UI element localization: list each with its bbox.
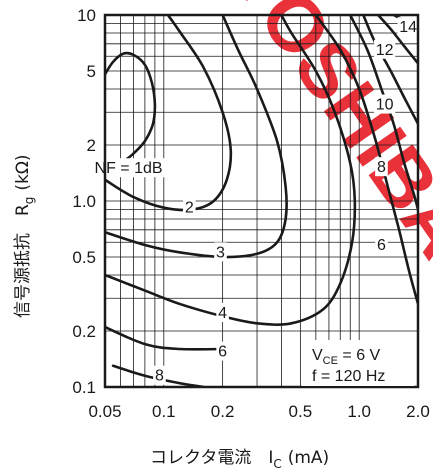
contour-label-backing <box>374 94 396 114</box>
y-tick-label: 0.5 <box>72 248 96 267</box>
nf-contour-curve <box>105 15 288 259</box>
y-tick-label: 2 <box>87 136 96 155</box>
x-tick-label: 0.2 <box>211 402 235 421</box>
x-tick-label: 0.05 <box>88 402 121 421</box>
y-tick-label: 1.0 <box>72 192 96 211</box>
contour-label-backing <box>214 242 227 262</box>
y-tick-label: 5 <box>87 62 96 81</box>
x-tick-label: 0.1 <box>152 402 176 421</box>
x-tick-label: 0.5 <box>289 402 313 421</box>
contour-label: 8 <box>155 368 164 385</box>
y-tick-label: 0.2 <box>72 322 96 341</box>
tick-labels: 0.05 0.1 0.2 0.5 1.0 2.0 0.1 0.2 0.5 1.0 2 5 10 <box>72 6 429 421</box>
contour-label-backing <box>182 197 196 217</box>
contour-label: 3 <box>216 244 225 261</box>
nf-contour-curve <box>362 15 418 126</box>
nf-contour-curve <box>105 325 224 351</box>
contour-label-backing <box>216 341 229 361</box>
contour-label: 4 <box>218 305 227 322</box>
nf-contour-curve <box>376 15 418 65</box>
contour-label-backing <box>375 235 388 255</box>
contour-label-backing <box>374 39 396 59</box>
contour-label-backing <box>153 365 166 385</box>
x-axis-title: コレクタ電流 IC (mA) <box>150 448 329 471</box>
grid <box>105 15 418 387</box>
contour-label: 2 <box>185 200 194 217</box>
y-axis-title: 信号源抵抗 Rg(kΩ) <box>13 154 36 318</box>
x-tick-label: 2.0 <box>406 402 430 421</box>
frequency-condition: f = 120 Hz <box>312 368 385 385</box>
contour-label-backing <box>397 17 419 37</box>
x-tick-label: 1.0 <box>347 402 371 421</box>
contour-label-backing <box>375 157 388 177</box>
y-tick-label: 0.1 <box>72 378 96 397</box>
nf-contour-curve <box>105 15 357 326</box>
contour-label: 10 <box>376 97 394 114</box>
nf-contour-curve <box>348 15 418 211</box>
conditions-box <box>302 340 414 386</box>
y-tick-label: 10 <box>77 6 96 25</box>
nf-contour-curve <box>105 15 233 212</box>
contour-label: 12 <box>376 42 394 59</box>
contour-label-backing <box>216 302 229 322</box>
contour-label-backing <box>92 158 165 178</box>
contour-label: 8 <box>377 159 386 176</box>
contour-label: 6 <box>218 344 227 361</box>
plot-frame <box>103 13 420 389</box>
contour-label: 6 <box>377 237 386 254</box>
vce-condition: VCE = 6 V <box>312 347 381 367</box>
contour-label: NF = 1dB <box>95 160 163 177</box>
contour-labels: NF = 1dB 2 3 4 6 6 8 8 10 12 14 <box>92 17 419 385</box>
nf-contour-curve <box>105 51 157 162</box>
contour-label: 14 <box>399 19 417 36</box>
